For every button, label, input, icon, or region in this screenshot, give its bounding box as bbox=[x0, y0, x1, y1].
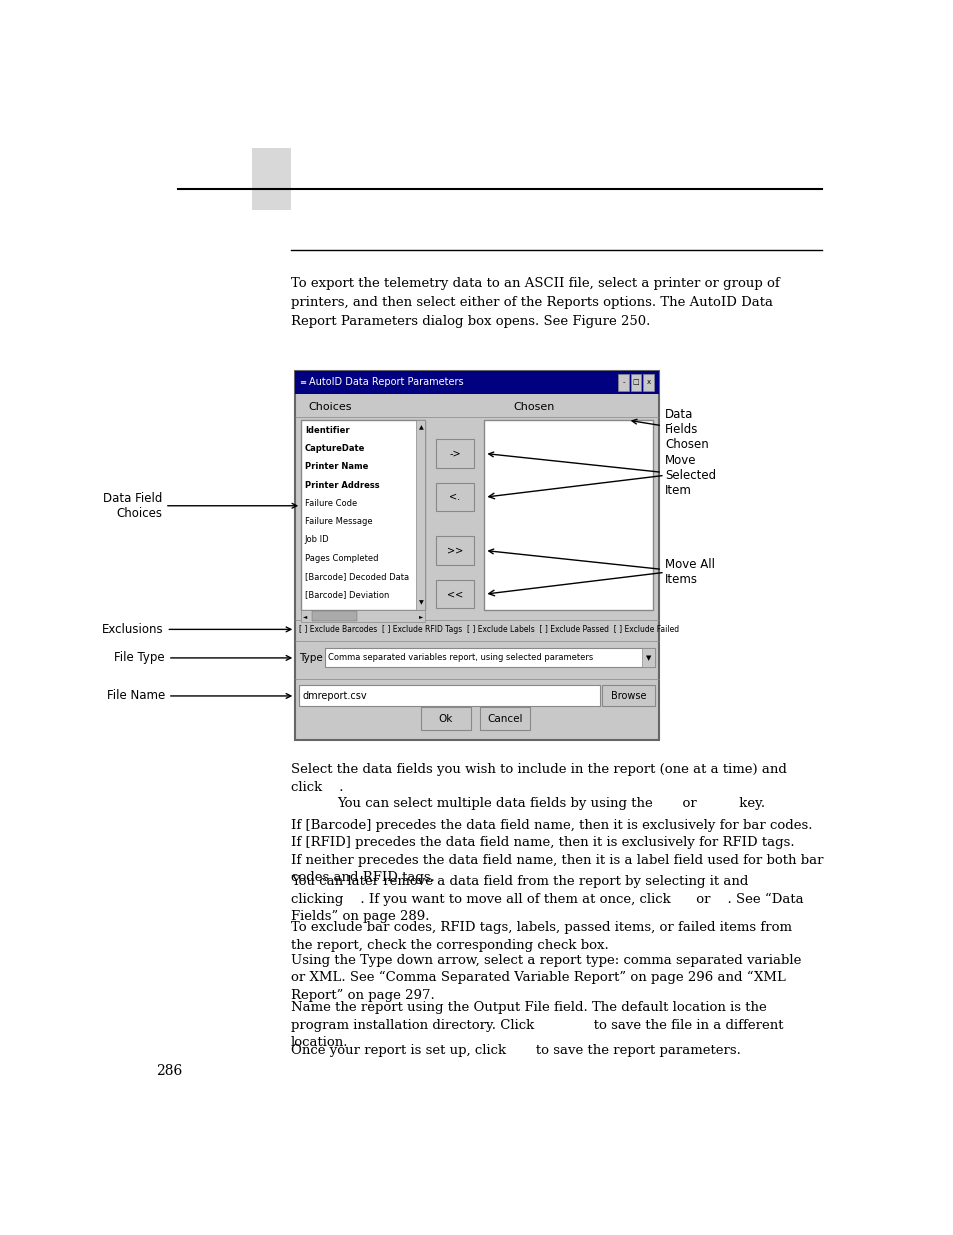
Text: ▲: ▲ bbox=[418, 425, 423, 430]
Text: Job ID: Job ID bbox=[305, 536, 329, 545]
Text: 286: 286 bbox=[156, 1065, 182, 1078]
Text: Choices: Choices bbox=[308, 401, 352, 411]
Bar bbox=[601, 685, 655, 706]
Text: AutoID Data Report Parameters: AutoID Data Report Parameters bbox=[308, 377, 462, 387]
Bar bbox=[642, 373, 653, 390]
Text: You can later remove a data field from the report by selecting it and
clicking  : You can later remove a data field from t… bbox=[291, 874, 802, 923]
Text: >>: >> bbox=[446, 546, 462, 556]
Bar bbox=[618, 373, 628, 390]
Text: If [Barcode] precedes the data field name, then it is exclusively for bar codes.: If [Barcode] precedes the data field nam… bbox=[291, 819, 822, 884]
Text: ->: -> bbox=[449, 448, 460, 458]
Bar bbox=[324, 648, 655, 667]
Text: □: □ bbox=[632, 379, 639, 385]
Bar bbox=[420, 708, 471, 730]
Bar bbox=[301, 610, 425, 621]
Text: ►: ► bbox=[418, 614, 422, 619]
Text: [ ] Exclude Barcodes  [ ] Exclude RFID Tags  [ ] Exclude Labels  [ ] Exclude Pas: [ ] Exclude Barcodes [ ] Exclude RFID Ta… bbox=[298, 625, 679, 634]
Text: Chosen: Chosen bbox=[513, 401, 554, 411]
Text: Comma separated variables report, using selected parameters: Comma separated variables report, using … bbox=[328, 653, 593, 662]
Text: Printer Name: Printer Name bbox=[305, 462, 368, 472]
Bar bbox=[436, 440, 474, 468]
Text: x: x bbox=[646, 379, 650, 385]
Text: Move
Selected
Item: Move Selected Item bbox=[488, 452, 716, 496]
Text: ◄: ◄ bbox=[302, 614, 307, 619]
Text: File Name: File Name bbox=[107, 689, 291, 703]
Text: ▼: ▼ bbox=[645, 655, 651, 661]
Text: Name the report using the Output File field. The default location is the
program: Name the report using the Output File fi… bbox=[291, 1002, 782, 1050]
Bar bbox=[298, 685, 599, 706]
Text: [Barcode] Decoded Data: [Barcode] Decoded Data bbox=[305, 572, 409, 580]
Text: You can select multiple data fields by using the       or          key.: You can select multiple data fields by u… bbox=[337, 797, 764, 810]
Text: Cancel: Cancel bbox=[487, 714, 522, 724]
Bar bbox=[641, 648, 655, 667]
Bar bbox=[484, 420, 653, 610]
Text: Ok: Ok bbox=[438, 714, 453, 724]
Text: File Type: File Type bbox=[114, 651, 291, 664]
Text: <<: << bbox=[446, 589, 462, 599]
Text: Printer Address: Printer Address bbox=[305, 480, 379, 489]
Text: Data
Fields
Chosen: Data Fields Chosen bbox=[632, 409, 708, 451]
Text: Exclusions: Exclusions bbox=[102, 622, 291, 636]
Text: ▼: ▼ bbox=[418, 600, 423, 605]
Text: Using the Type down arrow, select a report type: comma separated variable
or XML: Using the Type down arrow, select a repo… bbox=[291, 953, 801, 1002]
Text: Browse: Browse bbox=[610, 690, 646, 701]
Text: Data Field
Choices: Data Field Choices bbox=[103, 492, 296, 520]
Text: Report Parameters dialog box opens. See Figure 250.: Report Parameters dialog box opens. See … bbox=[291, 315, 650, 327]
Bar bbox=[479, 708, 530, 730]
Bar bbox=[436, 536, 474, 564]
Text: [Barcode] Deviation: [Barcode] Deviation bbox=[305, 590, 389, 599]
Text: CaptureDate: CaptureDate bbox=[305, 445, 365, 453]
Text: <.: <. bbox=[449, 493, 460, 503]
Bar bbox=[252, 138, 291, 210]
Bar bbox=[416, 420, 425, 610]
Text: To export the telemetry data to an ASCII file, select a printer or group of: To export the telemetry data to an ASCII… bbox=[291, 277, 779, 289]
Bar bbox=[436, 483, 474, 511]
Text: Failure Code: Failure Code bbox=[305, 499, 356, 508]
Text: Type: Type bbox=[298, 653, 322, 663]
Text: To exclude bar codes, RFID tags, labels, passed items, or failed items from
the : To exclude bar codes, RFID tags, labels,… bbox=[291, 921, 791, 952]
Bar bbox=[294, 370, 659, 740]
Bar bbox=[312, 611, 356, 621]
Text: ≡: ≡ bbox=[298, 378, 306, 387]
Text: Select the data fields you wish to include in the report (one at a time) and
cli: Select the data fields you wish to inclu… bbox=[291, 763, 786, 794]
Text: Move All
Items: Move All Items bbox=[488, 550, 714, 587]
Text: -: - bbox=[621, 379, 624, 385]
Text: Identifier: Identifier bbox=[305, 426, 349, 435]
Text: printers, and then select either of the Reports options. The AutoID Data: printers, and then select either of the … bbox=[291, 295, 772, 309]
Bar bbox=[630, 373, 640, 390]
Text: Once your report is set up, click       to save the report parameters.: Once your report is set up, click to sav… bbox=[291, 1044, 740, 1057]
Text: dmreport.csv: dmreport.csv bbox=[302, 690, 367, 701]
Bar bbox=[436, 580, 474, 609]
Bar bbox=[301, 420, 425, 610]
Bar bbox=[294, 370, 659, 394]
Text: Pages Completed: Pages Completed bbox=[305, 553, 378, 563]
Text: Failure Message: Failure Message bbox=[305, 517, 372, 526]
